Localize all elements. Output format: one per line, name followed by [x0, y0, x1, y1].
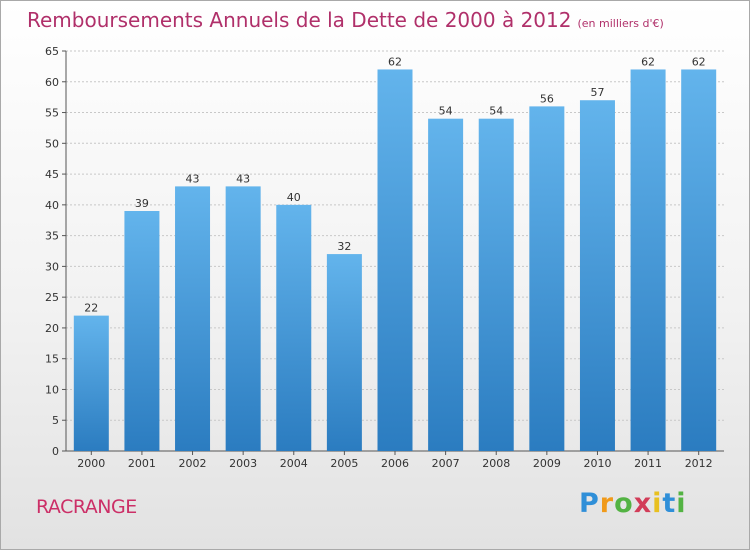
bar: [681, 69, 717, 451]
y-tick-label: 45: [45, 168, 59, 181]
data-label: 54: [439, 105, 453, 118]
x-tick-label: 2004: [280, 457, 308, 470]
data-label: 43: [236, 172, 250, 185]
y-tick-label: 35: [45, 230, 59, 243]
data-label: 40: [287, 191, 301, 204]
bar: [175, 186, 211, 451]
y-tick-label: 65: [45, 45, 59, 58]
logo-letter: i: [676, 488, 687, 519]
y-tick-label: 20: [45, 322, 59, 335]
bar: [124, 211, 160, 451]
x-tick-label: 2012: [685, 457, 713, 470]
bar: [579, 100, 615, 451]
data-label: 22: [84, 302, 98, 315]
y-tick-label: 50: [45, 137, 59, 150]
proxiti-logo: Proxiti: [579, 488, 687, 519]
bar: [478, 118, 514, 451]
bar: [326, 254, 362, 451]
logo-letter: i: [652, 488, 663, 519]
bar: [377, 69, 413, 451]
x-tick-label: 2007: [432, 457, 460, 470]
y-tick-label: 30: [45, 260, 59, 273]
data-label: 56: [540, 92, 554, 105]
logo-letter: r: [599, 488, 615, 519]
y-tick-label: 5: [52, 414, 59, 427]
y-tick-label: 0: [52, 445, 59, 458]
bar: [225, 186, 261, 451]
data-label: 32: [337, 240, 351, 253]
bar: [73, 315, 109, 451]
bar: [630, 69, 666, 451]
logo-letter: x: [633, 488, 653, 519]
logo-letter: t: [662, 488, 677, 519]
x-tick-label: 2009: [533, 457, 561, 470]
y-tick-label: 25: [45, 291, 59, 304]
x-tick-label: 2005: [330, 457, 358, 470]
x-tick-label: 2010: [583, 457, 611, 470]
chart-title: Remboursements Annuels de la Dette de 20…: [27, 8, 664, 32]
logo-letter: o: [614, 488, 634, 519]
chart-title-unit: (en milliers d'€): [577, 17, 664, 30]
x-tick-label: 2011: [634, 457, 662, 470]
bar: [276, 204, 312, 451]
data-label: 39: [135, 197, 149, 210]
x-tick-label: 2000: [77, 457, 105, 470]
data-label: 43: [186, 172, 200, 185]
y-tick-label: 10: [45, 383, 59, 396]
data-label: 62: [388, 55, 402, 68]
data-label: 54: [489, 105, 503, 118]
data-label: 57: [590, 86, 604, 99]
x-tick-label: 2002: [179, 457, 207, 470]
y-tick-label: 55: [45, 107, 59, 120]
commune-name: RACRANGE: [36, 496, 137, 518]
chart-title-text: Remboursements Annuels de la Dette de 20…: [27, 8, 572, 32]
x-tick-label: 2008: [482, 457, 510, 470]
logo-letter: P: [579, 488, 600, 519]
x-tick-label: 2006: [381, 457, 409, 470]
y-tick-label: 40: [45, 199, 59, 212]
bar: [428, 118, 464, 451]
bar: [529, 106, 565, 451]
data-label: 62: [692, 55, 706, 68]
data-label: 62: [641, 55, 655, 68]
y-tick-label: 15: [45, 353, 59, 366]
x-tick-label: 2001: [128, 457, 156, 470]
y-tick-label: 60: [45, 76, 59, 89]
x-tick-label: 2003: [229, 457, 257, 470]
